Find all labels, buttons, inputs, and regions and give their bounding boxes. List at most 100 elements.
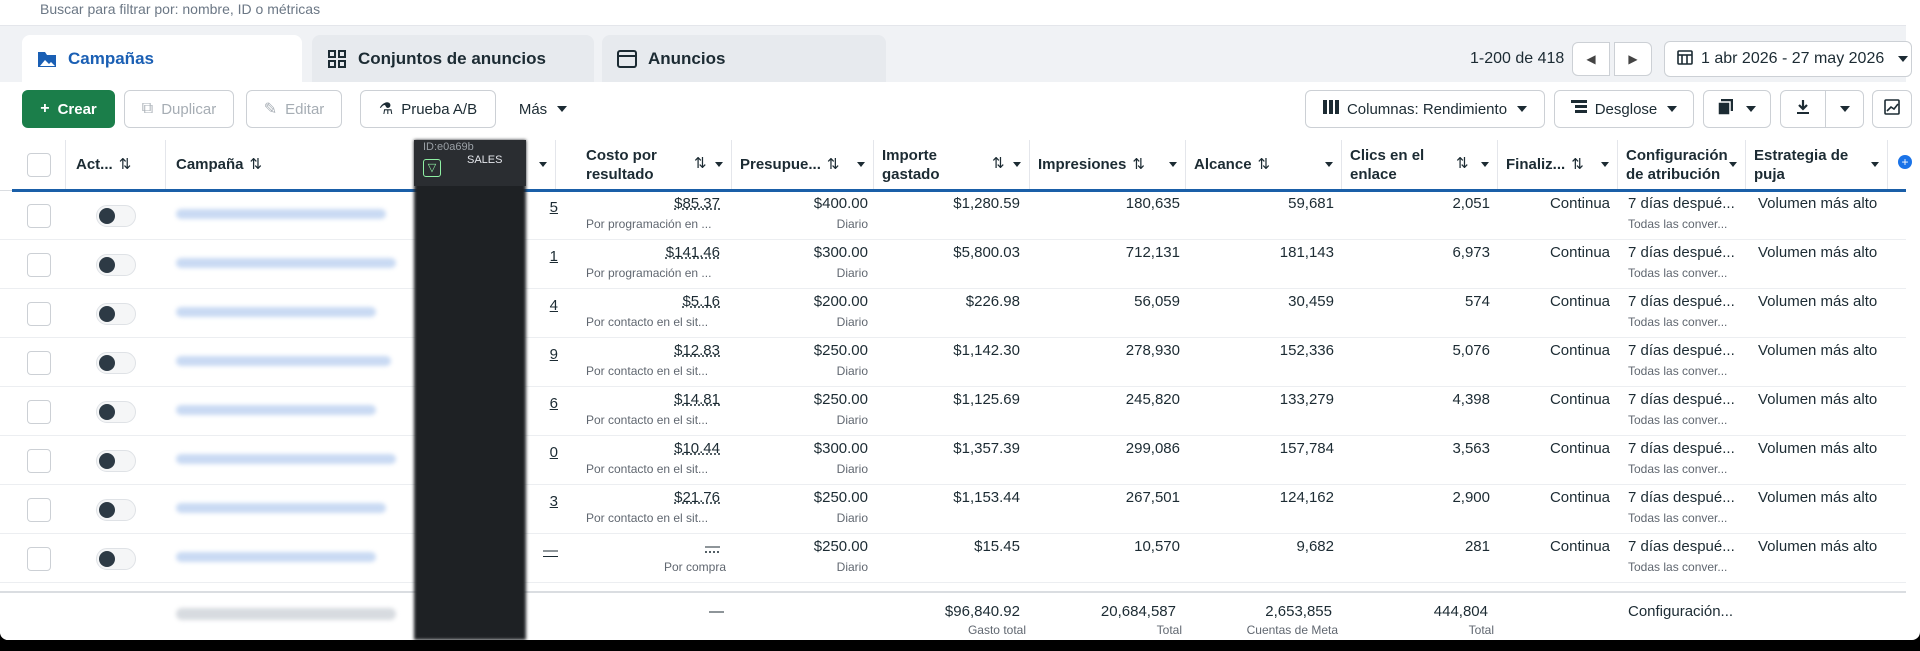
campaign-name-blurred[interactable]	[176, 503, 386, 513]
export-button[interactable]	[1780, 90, 1864, 128]
footer-amount-spent: $96,840.92	[944, 603, 1020, 620]
column-header-budget[interactable]: Presupue... ⇅	[732, 140, 874, 190]
row-checkbox[interactable]	[27, 204, 51, 228]
campaign-name-blurred[interactable]	[176, 258, 396, 268]
breakdown-button[interactable]: Desglose	[1554, 90, 1694, 128]
campaign-name-blurred[interactable]	[176, 307, 376, 317]
budget-value[interactable]: $250.00	[813, 489, 868, 506]
campaign-name-blurred[interactable]	[176, 552, 376, 562]
campaign-toggle[interactable]	[96, 205, 136, 227]
row-checkbox[interactable]	[27, 351, 51, 375]
column-header-ends[interactable]: Finaliz... ⇅	[1498, 140, 1618, 190]
sort-icon[interactable]: ⇅	[1456, 155, 1469, 172]
budget-value[interactable]: $250.00	[813, 342, 868, 359]
date-range-picker[interactable]: 1 abr 2026 - 27 may 2026	[1664, 41, 1912, 77]
column-header-results[interactable]	[526, 140, 556, 190]
cost-per-result[interactable]: $10.44	[674, 440, 720, 457]
tab-campaigns[interactable]: Campañas	[22, 35, 302, 82]
budget-value[interactable]: $400.00	[813, 195, 868, 212]
cost-per-result[interactable]: $141.46	[665, 244, 720, 261]
column-header-attribution[interactable]: Configuración de atribución	[1618, 140, 1746, 190]
sort-icon[interactable]: ⇅	[826, 156, 840, 173]
sort-icon[interactable]: ⇅	[694, 155, 707, 172]
table-row[interactable]: 9 $12.83 Por contacto en el sit... $250.…	[0, 338, 1906, 387]
cost-per-result[interactable]: $14.81	[674, 391, 720, 408]
cost-per-result[interactable]: $12.83	[674, 342, 720, 359]
column-header-amount-spent[interactable]: Importe gastado ⇅	[874, 140, 1030, 190]
column-header-campaign[interactable]: Campaña ⇅	[166, 140, 416, 190]
create-button[interactable]: + Crear	[22, 90, 115, 128]
table-row[interactable]: 3 $21.76 Por contacto en el sit... $250.…	[0, 485, 1906, 534]
bid-strategy-value: Volumen más alto	[1758, 489, 1878, 506]
campaign-name-blurred[interactable]	[176, 209, 386, 219]
campaign-name-blurred[interactable]	[176, 356, 391, 366]
table-row[interactable]: 5 $85.37 Por programación en ... $400.00…	[0, 191, 1906, 240]
campaign-toggle[interactable]	[96, 401, 136, 423]
tab-ads[interactable]: Anuncios	[602, 35, 886, 82]
budget-value[interactable]: $200.00	[813, 293, 868, 310]
row-checkbox[interactable]	[27, 302, 51, 326]
column-header-active[interactable]: Act... ⇅	[66, 140, 166, 190]
link-clicks-value: 6,973	[1452, 244, 1490, 261]
campaign-name-blurred[interactable]	[176, 454, 396, 464]
end-date-value: Continua	[1549, 342, 1610, 359]
toggle-knob	[99, 453, 115, 469]
column-header-impressions[interactable]: Impresiones ⇅	[1030, 140, 1186, 190]
cost-per-result[interactable]: $21.76	[674, 489, 720, 506]
campaign-toggle[interactable]	[96, 499, 136, 521]
previous-page-button[interactable]: ◀	[1572, 42, 1610, 76]
duplicate-button[interactable]: ⧉ Duplicar	[124, 90, 234, 128]
column-header-cost-per-result[interactable]: Costo por resultado ⇅	[578, 140, 732, 190]
chart-toggle-button[interactable]	[1872, 90, 1912, 128]
sort-icon[interactable]: ⇅	[1132, 156, 1145, 173]
add-column-icon[interactable]: +	[1898, 155, 1912, 169]
table-row[interactable]: — — Por compra $250.00 Diario $15.45 10,…	[0, 534, 1906, 583]
column-label: resultado	[586, 166, 654, 183]
cost-per-result-sub: Por compra	[663, 560, 726, 574]
row-checkbox[interactable]	[27, 498, 51, 522]
sort-icon[interactable]: ⇅	[249, 156, 263, 173]
filter-icon[interactable]: ▽	[423, 159, 441, 177]
attribution-sub: Todas las conver...	[1628, 217, 1728, 231]
search-bar[interactable]: Buscar para filtrar por: nombre, ID o mé…	[0, 0, 1906, 26]
table-row[interactable]: 0 $10.44 Por contacto en el sit... $300.…	[0, 436, 1906, 485]
row-checkbox[interactable]	[27, 449, 51, 473]
ab-test-button[interactable]: ⚗ Prueba A/B	[360, 90, 496, 128]
campaign-toggle[interactable]	[96, 352, 136, 374]
column-header-bid-strategy[interactable]: Estrategia de puja	[1746, 140, 1888, 190]
impressions-value: 180,635	[1125, 195, 1180, 212]
campaign-toggle[interactable]	[96, 303, 136, 325]
row-checkbox[interactable]	[27, 253, 51, 277]
campaign-toggle[interactable]	[96, 450, 136, 472]
next-page-button[interactable]: ▶	[1614, 42, 1652, 76]
columns-button[interactable]: Columnas: Rendimiento	[1305, 90, 1545, 128]
tab-ad-sets[interactable]: Conjuntos de anuncios	[312, 35, 594, 82]
budget-value[interactable]: $300.00	[813, 244, 868, 261]
column-header-link-clicks[interactable]: Clics en el enlace ⇅	[1342, 140, 1498, 190]
amount-spent: $226.98	[965, 293, 1020, 310]
column-header-reach[interactable]: Alcance ⇅	[1186, 140, 1342, 190]
budget-value[interactable]: $250.00	[813, 391, 868, 408]
sort-icon[interactable]: ⇅	[1257, 156, 1271, 173]
campaign-toggle[interactable]	[96, 254, 136, 276]
edit-button[interactable]: ✎ Editar	[246, 90, 342, 128]
row-checkbox[interactable]	[27, 400, 51, 424]
select-all-checkbox[interactable]	[27, 153, 51, 177]
more-button[interactable]: Más	[508, 90, 578, 128]
budget-value[interactable]: $300.00	[813, 440, 868, 457]
campaign-toggle[interactable]	[96, 548, 136, 570]
cost-per-result[interactable]: —	[705, 538, 720, 555]
sort-icon[interactable]: ⇅	[992, 155, 1005, 172]
row-checkbox[interactable]	[27, 547, 51, 571]
reports-button[interactable]	[1703, 90, 1771, 128]
cost-per-result[interactable]: $5.16	[682, 293, 720, 310]
results-value: 0	[549, 444, 558, 461]
table-row[interactable]: 4 $5.16 Por contacto en el sit... $200.0…	[0, 289, 1906, 338]
budget-value[interactable]: $250.00	[813, 538, 868, 555]
table-row[interactable]: 6 $14.81 Por contacto en el sit... $250.…	[0, 387, 1906, 436]
cost-per-result[interactable]: $85.37	[674, 195, 720, 212]
sort-icon[interactable]: ⇅	[1571, 156, 1584, 173]
table-row[interactable]: 1 $141.46 Por programación en ... $300.0…	[0, 240, 1906, 289]
campaign-name-blurred[interactable]	[176, 405, 376, 415]
sort-icon[interactable]: ⇅	[118, 156, 132, 173]
